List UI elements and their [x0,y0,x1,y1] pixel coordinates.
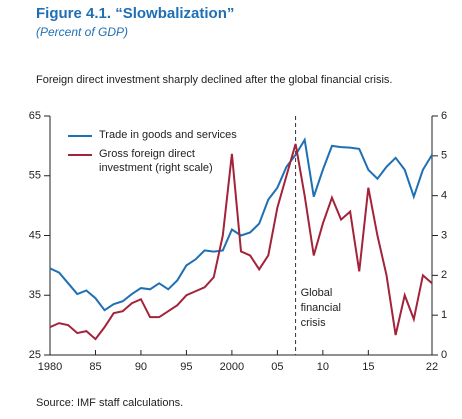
x-tick-label: 05 [271,361,283,373]
chart-subtitle: (Percent of GDP) [36,25,128,39]
legend-label: Trade in goods and services [99,129,237,141]
y-tick-label: 65 [29,110,41,122]
series-line [49,143,433,341]
y2-tick-label: 2 [441,269,447,281]
annotation: Global [301,287,333,299]
y2-tick-label: 0 [441,349,447,361]
y-tick-label: 35 [29,289,41,301]
source: Source: IMF staff calculations. [36,397,183,409]
y-tick-label: 25 [29,349,41,361]
legend-label: Gross foreign direct investment (right s… [99,148,213,174]
y-tick-label: 45 [29,229,41,241]
y2-tick-label: 6 [441,110,447,122]
x-tick-label: 22 [426,361,438,373]
chart-title: Figure 4.1. “Slowbalization” [36,5,234,22]
x-tick-label: 1980 [38,361,62,373]
x-tick-label: 90 [135,361,147,373]
description: Foreign direct investment sharply declin… [36,74,392,86]
x-tick-label: 2000 [220,361,244,373]
legend-entry: Gross foreign direct investment (right s… [99,148,213,174]
legend-entry: Trade in goods and services [99,129,237,141]
x-tick-label: 85 [89,361,101,373]
y2-tick-label: 3 [441,229,447,241]
y2-tick-label: 4 [441,190,447,202]
annotation: crisis [301,317,327,329]
y2-tick-label: 1 [441,309,447,321]
y-tick-label: 55 [29,170,41,182]
series-line [49,137,433,312]
x-tick-label: 15 [362,361,374,373]
x-tick-label: 95 [180,361,192,373]
x-tick-label: 10 [317,361,329,373]
y2-tick-label: 5 [441,150,447,162]
annotation: financial [301,302,341,314]
